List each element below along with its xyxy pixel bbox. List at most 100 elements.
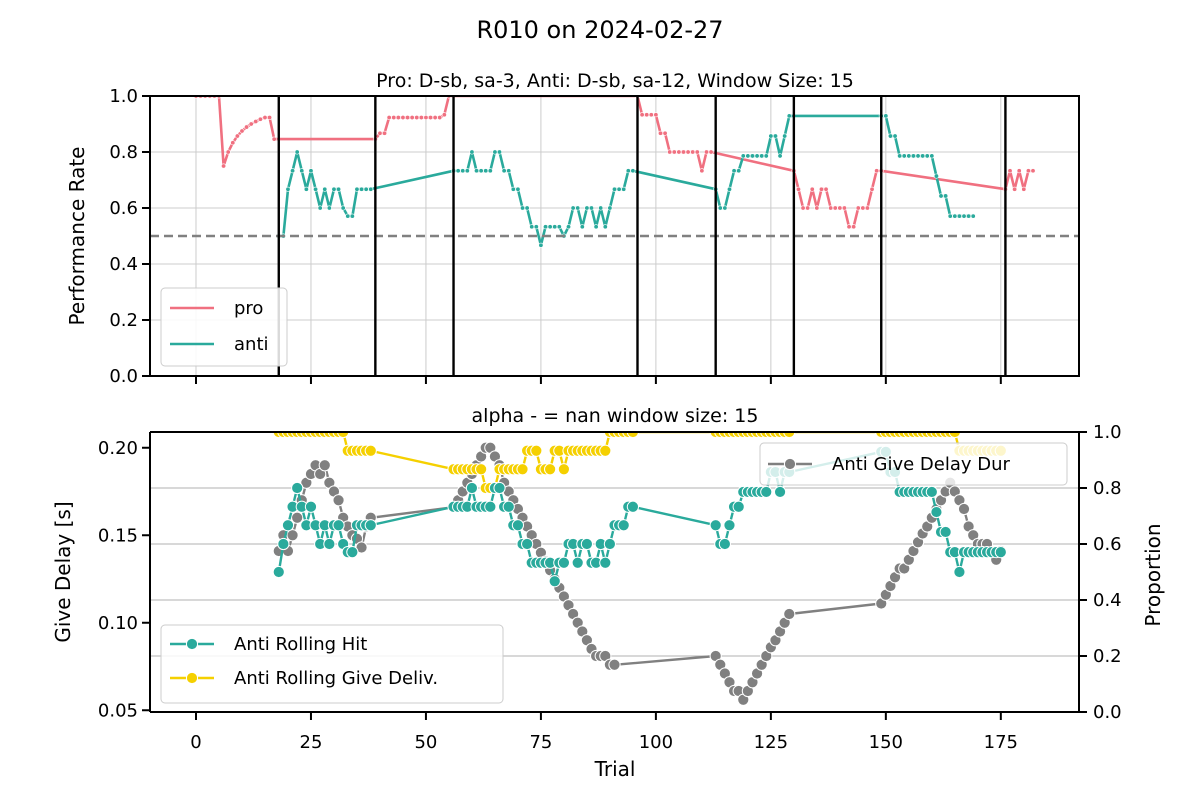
- point-anti: [524, 205, 530, 211]
- top-chart-title: Pro: D-sb, sa-3, Anti: D-sb, sa-12, Wind…: [376, 70, 854, 92]
- point-pro: [809, 186, 815, 192]
- bottom-chart-left-ytick-label: 0.05: [98, 700, 138, 721]
- bottom-chart-frame: [149, 431, 1080, 713]
- point-anti: [621, 186, 627, 192]
- point-pro: [800, 205, 806, 211]
- point-anti: [897, 153, 903, 159]
- bottom-chart-left-ytick-label: 0.20: [98, 438, 138, 459]
- point-anti: [294, 149, 300, 155]
- point-anti: [722, 205, 728, 211]
- bottom-chart-legend-left: Anti Rolling Hit Anti Rolling Give Deliv.: [160, 624, 504, 704]
- point-anti: [363, 186, 369, 192]
- point-anti: [515, 186, 521, 192]
- point-anti: [368, 186, 374, 192]
- bottom-chart-left-ytick-label: 0.15: [98, 525, 138, 546]
- top-chart-legend: pro anti: [160, 287, 288, 367]
- point-anti-rolling-give-deliv-: [557, 463, 571, 476]
- point-pro: [1021, 186, 1027, 192]
- bottom-chart-xlabel: Trial: [594, 757, 636, 781]
- bottom-chart-xtick-label: 175: [984, 732, 1018, 753]
- point-pro: [1030, 168, 1036, 174]
- bottom-chart-right-ytick-label: 0.4: [1093, 590, 1122, 611]
- point-pro: [1025, 168, 1031, 174]
- point-anti-give-delay-dur: [608, 658, 621, 671]
- legend-label-anti-give-delay-dur: Anti Give Delay Dur: [832, 454, 1011, 475]
- point-anti: [552, 224, 558, 230]
- bottom-chart-ticks: 0.05 0.10 0.15 0.20 0.0 0.2 0.4 0.6 0.8 1.0 0 25 50 7…: [98, 422, 1122, 753]
- point-anti-rolling-hit: [332, 519, 345, 532]
- top-chart-frame: [149, 95, 1080, 377]
- point-anti-give-delay-dur: [286, 529, 299, 542]
- point-anti: [754, 153, 760, 159]
- point-pro: [257, 116, 263, 122]
- point-pro: [1012, 186, 1018, 192]
- point-pro: [685, 149, 691, 155]
- point-anti: [924, 153, 930, 159]
- bottom-chart-ylabel-left: Give Delay [s]: [51, 501, 75, 642]
- point-pro: [662, 130, 668, 136]
- bottom-chart-right-ytick-label: 0.0: [1093, 702, 1122, 723]
- point-anti: [731, 168, 737, 174]
- point-pro: [795, 186, 801, 192]
- point-anti: [290, 168, 296, 174]
- point-anti: [570, 205, 576, 211]
- point-pro: [391, 115, 397, 121]
- point-anti-rolling-hit: [571, 556, 584, 569]
- point-anti-rolling-hit: [277, 537, 290, 551]
- point-anti-rolling-hit: [364, 519, 377, 532]
- point-anti: [943, 193, 949, 199]
- point-anti: [331, 186, 337, 192]
- point-anti-rolling-hit: [760, 485, 773, 499]
- point-anti-rolling-hit: [548, 575, 561, 588]
- point-pro: [653, 112, 659, 118]
- point-anti-rolling-give-deliv-: [337, 432, 350, 439]
- point-anti: [593, 224, 599, 230]
- point-anti: [717, 205, 723, 211]
- point-anti-rolling-hit: [925, 485, 938, 499]
- point-anti-rolling-hit: [718, 537, 731, 551]
- bottom-right-legend-box: [759, 442, 1068, 486]
- point-pro: [639, 112, 645, 118]
- point-anti: [349, 213, 355, 219]
- bottom-chart-right-ytick-label: 0.8: [1093, 478, 1122, 499]
- point-pro: [432, 115, 438, 121]
- point-anti-give-delay-dur: [332, 494, 345, 507]
- point-anti: [759, 153, 765, 159]
- point-anti: [956, 213, 962, 219]
- point-pro: [846, 224, 852, 230]
- point-anti: [506, 168, 512, 174]
- point-pro: [832, 205, 838, 211]
- point-pro: [239, 128, 245, 134]
- point-anti-give-delay-dur: [783, 607, 796, 621]
- point-anti: [556, 224, 562, 230]
- point-anti: [786, 113, 792, 119]
- point-anti: [322, 186, 328, 192]
- point-pro: [874, 168, 880, 174]
- point-anti: [892, 133, 898, 139]
- point-anti: [906, 153, 912, 159]
- top-chart-ytick-label: 0.8: [109, 142, 138, 163]
- point-anti-rolling-hit: [281, 519, 295, 532]
- point-pro: [1007, 168, 1013, 174]
- point-pro: [671, 149, 677, 155]
- bottom-chart-right-ytick-label: 0.6: [1093, 534, 1122, 555]
- point-pro: [1016, 168, 1022, 174]
- legend-marker-anti-rolling-hit: [185, 637, 199, 651]
- point-pro: [230, 140, 236, 146]
- figure-suptitle: R010 on 2024-02-27: [476, 16, 723, 44]
- top-chart-ytick-label: 0.6: [109, 198, 138, 219]
- point-anti: [607, 205, 613, 211]
- point-pro: [644, 112, 650, 118]
- point-anti: [478, 168, 484, 174]
- point-anti-rolling-give-deliv-: [948, 432, 961, 439]
- point-pro: [267, 115, 273, 121]
- point-pro: [248, 121, 254, 127]
- legend-label-anti: anti: [234, 334, 269, 355]
- point-anti: [566, 224, 572, 230]
- point-anti: [460, 168, 466, 174]
- point-anti: [313, 186, 319, 192]
- bottom-chart-xtick-label: 75: [529, 732, 552, 753]
- point-anti: [772, 133, 778, 139]
- point-pro: [694, 149, 700, 155]
